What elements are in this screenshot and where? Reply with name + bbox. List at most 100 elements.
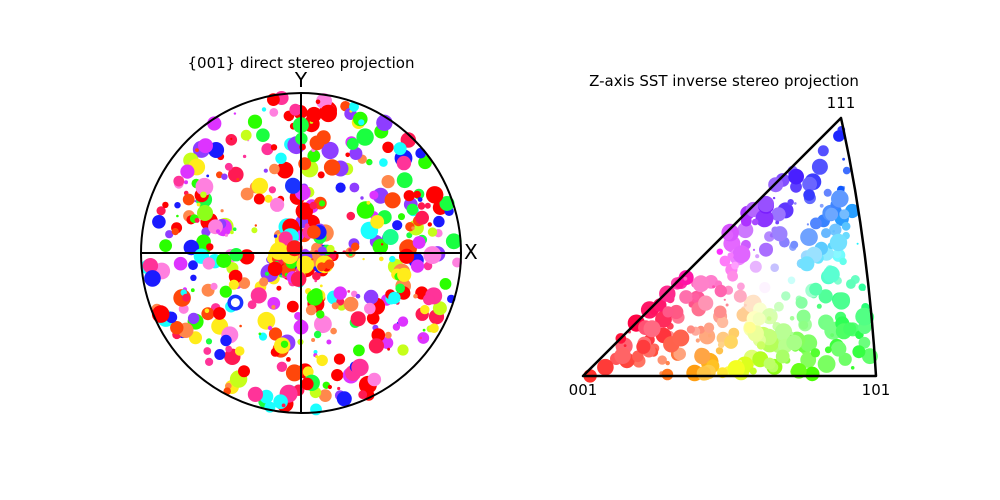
- pole-figure-point: [312, 271, 321, 281]
- pole-figure-point: [256, 128, 270, 142]
- pole-figure-point: [259, 277, 269, 287]
- pole-figure-point: [411, 226, 415, 230]
- pole-figure-point: [173, 175, 185, 187]
- pole-figure-point: [263, 168, 268, 173]
- ipf-point: [716, 316, 729, 328]
- pole-figure-point: [346, 137, 359, 150]
- ipf-point: [623, 344, 627, 347]
- pole-figure-point: [327, 384, 332, 390]
- pole-figure-point: [363, 289, 379, 305]
- pole-figure-point: [215, 229, 221, 234]
- pole-figure-point: [379, 256, 384, 262]
- pole-figure-point: [358, 390, 368, 399]
- pole-figure-point: [397, 344, 409, 356]
- pole-figure-point: [195, 177, 214, 196]
- pole-figure-point: [184, 180, 188, 185]
- pole-figure-point: [362, 257, 365, 261]
- pole-figure-point: [419, 336, 423, 340]
- pole-figure-point: [420, 304, 430, 315]
- pole-figure-point: [413, 190, 422, 199]
- ipf-point: [824, 346, 832, 354]
- ipf-point: [802, 176, 817, 192]
- ipf-point: [696, 366, 712, 381]
- ipf-point: [732, 245, 751, 264]
- ipf-point: [752, 312, 766, 326]
- ipf-point: [790, 331, 794, 336]
- pole-figure-point: [316, 310, 325, 319]
- pole-figure-point: [227, 295, 243, 311]
- pole-figure-point: [302, 366, 314, 378]
- pole-figure-point: [242, 154, 247, 159]
- direct-pole-figure: {001} direct stereo projection X Y: [140, 54, 478, 416]
- pole-figure-point: [273, 234, 278, 238]
- ipf-point: [825, 207, 839, 221]
- sst-triangle-outline: [581, 116, 878, 378]
- pole-figure-point: [417, 332, 430, 344]
- pole-figure-point: [275, 152, 287, 164]
- ipf-point: [817, 145, 829, 157]
- pole-figure-point: [213, 307, 226, 320]
- pole-figure-point: [397, 267, 412, 282]
- ipf-point: [703, 322, 715, 333]
- pole-figure-point: [236, 178, 240, 181]
- pole-figure-point: [406, 232, 413, 239]
- pole-figure-point: [321, 141, 339, 160]
- pole-figure-point: [316, 354, 328, 367]
- pole-figure-point: [220, 209, 224, 213]
- pole-figure-point: [216, 171, 223, 179]
- ipf-point: [842, 166, 851, 175]
- ipf-point: [737, 222, 754, 239]
- pole-figure-point: [228, 166, 244, 183]
- pole-figure-point: [397, 316, 409, 327]
- ipf-point: [692, 275, 710, 293]
- ipf-point: [795, 296, 808, 309]
- ipf-point: [694, 348, 711, 365]
- pole-figure-point: [392, 323, 401, 331]
- pole-figure-point: [268, 327, 283, 341]
- ipf-point: [743, 303, 747, 307]
- pole-figure-point: [290, 271, 307, 287]
- ipf-point: [774, 301, 784, 312]
- pole-figure-point: [346, 211, 356, 221]
- pole-figure-point: [196, 202, 201, 207]
- ipf-point: [790, 240, 799, 249]
- pole-figure-point: [317, 246, 327, 256]
- ipf-point: [830, 333, 834, 337]
- pole-figure-point: [270, 144, 278, 151]
- pole-figure-point: [171, 228, 179, 236]
- pole-figure-point: [267, 297, 281, 310]
- pole-figure-point: [190, 274, 197, 281]
- pole-figure-point: [439, 278, 452, 290]
- pole-figure-point: [264, 271, 270, 276]
- pole-figure-point: [304, 223, 310, 228]
- pole-figure-point: [203, 347, 212, 355]
- ipf-point: [823, 265, 840, 283]
- ipf-point: [749, 367, 757, 375]
- pole-figure-point: [195, 148, 199, 153]
- pole-figure-point: [356, 201, 375, 219]
- pole-figure-point: [445, 233, 462, 250]
- pole-figure-point: [429, 323, 439, 334]
- pole-figure-point: [144, 270, 161, 287]
- pole-figure-point: [280, 340, 289, 348]
- pole-figure-point: [156, 206, 166, 216]
- pole-figure-point: [247, 386, 263, 402]
- ipf-point: [759, 282, 771, 294]
- pole-figure-point: [316, 130, 331, 145]
- ipf-point: [661, 368, 674, 381]
- pole-figure-point: [349, 182, 360, 193]
- ipf-point: [727, 270, 738, 282]
- ipf-point: [727, 252, 734, 259]
- ipf-point: [799, 320, 809, 330]
- pole-figure-point: [426, 186, 444, 204]
- pole-figure-point: [296, 255, 315, 274]
- pole-figure-point: [422, 328, 426, 332]
- pole-figure-point: [389, 255, 396, 263]
- pole-figure-point: [336, 391, 352, 407]
- pole-figure-point: [433, 215, 445, 228]
- pole-figure-point: [333, 286, 347, 300]
- pole-figure-point: [380, 243, 384, 246]
- pole-figure-point: [349, 101, 359, 112]
- ipf-point: [683, 276, 688, 281]
- pole-figure-point: [319, 104, 337, 123]
